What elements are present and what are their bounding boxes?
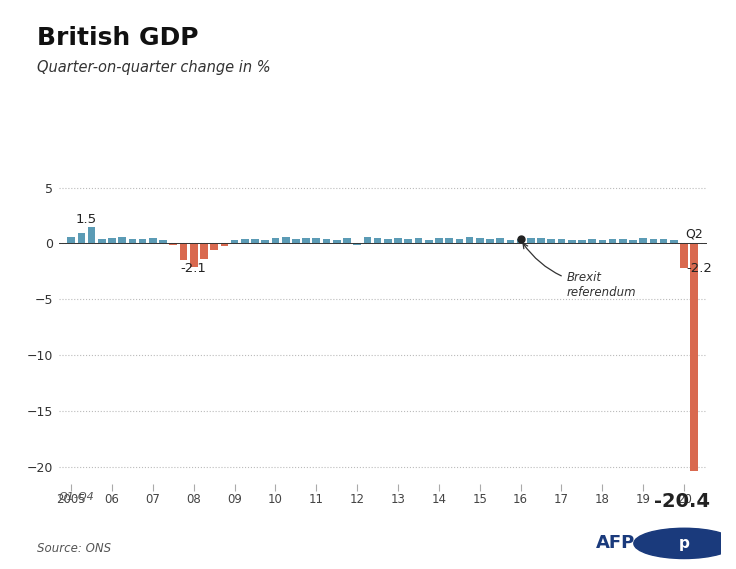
Bar [88, 226, 96, 244]
Bar [456, 239, 463, 244]
Bar [241, 239, 249, 244]
Bar [261, 240, 269, 244]
Bar [159, 240, 167, 244]
Bar [435, 238, 443, 244]
Text: p: p [679, 536, 690, 551]
Bar [609, 239, 617, 244]
Bar [394, 238, 402, 244]
Bar [353, 244, 361, 245]
Bar [322, 239, 330, 244]
Bar [282, 237, 289, 244]
Bar [77, 233, 85, 244]
Bar [425, 240, 433, 244]
Text: Brexit
referendum: Brexit referendum [523, 244, 636, 299]
Bar [404, 239, 412, 244]
Bar [221, 244, 228, 246]
Bar [302, 238, 310, 244]
Circle shape [634, 528, 735, 559]
Bar [374, 238, 381, 244]
Text: AFP: AFP [596, 534, 635, 552]
Text: Q1-Q4: Q1-Q4 [59, 492, 95, 502]
Bar [414, 238, 422, 244]
Bar [680, 244, 688, 268]
Bar [670, 240, 678, 244]
Text: -2.2: -2.2 [687, 262, 712, 275]
Bar [200, 244, 208, 259]
Bar [476, 238, 484, 244]
Bar [598, 240, 606, 244]
Bar [588, 239, 596, 244]
Bar [558, 239, 565, 244]
Bar [190, 244, 197, 267]
Bar [629, 240, 637, 244]
Bar [129, 239, 136, 244]
Bar [537, 238, 545, 244]
Bar [548, 239, 555, 244]
Text: Quarter-on-quarter change in %: Quarter-on-quarter change in % [37, 60, 270, 75]
Bar [690, 244, 698, 471]
Bar [568, 240, 576, 244]
Text: -2.1: -2.1 [181, 262, 207, 275]
Bar [619, 239, 626, 244]
Bar [333, 240, 341, 244]
Bar [180, 244, 188, 260]
Bar [292, 239, 300, 244]
Bar [384, 239, 392, 244]
Text: Source: ONS: Source: ONS [37, 542, 111, 555]
Bar [496, 238, 504, 244]
Bar [659, 239, 668, 244]
Bar [578, 240, 586, 244]
Text: British GDP: British GDP [37, 26, 198, 50]
Bar [139, 239, 146, 244]
Text: 1.5: 1.5 [76, 213, 97, 226]
Bar [517, 239, 525, 244]
Bar [272, 238, 279, 244]
Bar [466, 237, 473, 244]
Text: Q2: Q2 [685, 227, 703, 240]
Bar [640, 238, 647, 244]
Bar [506, 240, 514, 244]
Bar [313, 238, 320, 244]
Bar [527, 238, 534, 244]
Bar [650, 239, 657, 244]
Bar [98, 239, 106, 244]
Bar [445, 238, 453, 244]
Bar [343, 238, 351, 244]
Bar [251, 239, 259, 244]
Bar [364, 237, 371, 244]
Bar [108, 238, 116, 244]
Text: -20.4: -20.4 [654, 492, 710, 511]
Bar [486, 239, 494, 244]
Bar [210, 244, 218, 250]
Bar [149, 238, 157, 244]
Bar [67, 237, 75, 244]
Bar [169, 244, 177, 245]
Bar [118, 237, 126, 244]
Bar [231, 240, 238, 244]
